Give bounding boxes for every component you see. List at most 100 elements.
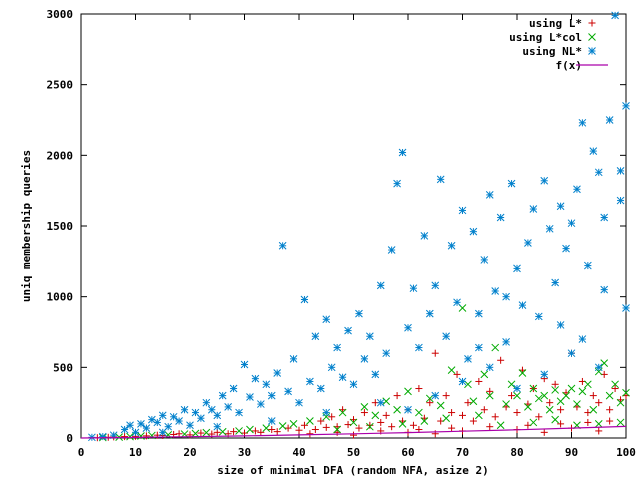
- data-point: [567, 349, 576, 358]
- data-point: [442, 414, 451, 423]
- data-point: [480, 370, 489, 379]
- x-tick-label: 80: [510, 446, 523, 459]
- data-point: [333, 343, 342, 352]
- data-point: [567, 219, 576, 228]
- data-point: [589, 405, 598, 414]
- y-tick-label: 1500: [47, 220, 74, 233]
- data-point: [496, 213, 505, 222]
- data-point: [197, 414, 205, 423]
- y-tick-label: 3000: [47, 8, 74, 21]
- data-point: [556, 321, 565, 329]
- data-point: [616, 196, 625, 205]
- y-tick-label: 2500: [47, 79, 74, 92]
- data-point: [306, 430, 314, 438]
- data-point: [491, 343, 500, 352]
- data-point: [349, 418, 358, 427]
- data-point: [442, 392, 450, 400]
- data-point: [322, 408, 331, 417]
- data-point: [616, 418, 625, 427]
- y-tick-label: 1000: [47, 291, 74, 304]
- data-point: [616, 167, 625, 175]
- data-point: [502, 400, 510, 408]
- data-point: [393, 405, 401, 414]
- data-point: [98, 432, 107, 441]
- data-point: [256, 400, 265, 408]
- data-point: [251, 374, 260, 383]
- data-point: [469, 227, 478, 236]
- data-point: [213, 411, 222, 420]
- data-point: [235, 427, 243, 435]
- data-point: [404, 405, 412, 414]
- legend-item: using L*: [529, 17, 596, 30]
- data-point: [328, 413, 336, 421]
- data-point: [235, 408, 243, 417]
- data-point: [126, 421, 134, 430]
- data-point: [316, 384, 325, 393]
- data-point: [224, 403, 233, 411]
- x-tick-label: 10: [129, 446, 142, 459]
- data-point: [137, 420, 145, 428]
- data-point: [371, 411, 380, 420]
- data-point: [420, 417, 429, 425]
- data-point: [121, 433, 129, 441]
- data-point: [431, 349, 439, 357]
- legend-swatch: [588, 47, 596, 55]
- data-point: [404, 323, 412, 332]
- data-point: [344, 421, 352, 429]
- data-point: [605, 116, 614, 124]
- data-point: [551, 278, 560, 287]
- data-point: [120, 425, 129, 434]
- data-point: [289, 354, 298, 363]
- data-point: [409, 421, 417, 429]
- data-point: [175, 430, 183, 438]
- data-point: [398, 148, 407, 157]
- legend-swatch: [588, 19, 596, 27]
- data-point: [431, 281, 440, 290]
- data-point: [611, 11, 619, 20]
- data-point: [278, 241, 287, 250]
- data-point: [513, 264, 521, 273]
- data-point: [180, 405, 189, 414]
- data-point: [551, 415, 560, 424]
- data-point: [142, 424, 151, 432]
- data-point: [529, 418, 538, 427]
- data-point: [420, 232, 429, 240]
- data-point: [513, 409, 521, 417]
- x-tick-label: 20: [183, 446, 196, 459]
- data-point: [589, 392, 597, 400]
- data-point: [600, 285, 609, 294]
- legend-item: using NL*: [522, 45, 596, 58]
- data-point: [300, 295, 309, 304]
- data-point: [464, 354, 472, 363]
- data-point: [534, 394, 543, 403]
- data-point: [605, 391, 614, 400]
- data-point: [546, 399, 554, 407]
- data-point: [186, 421, 194, 430]
- series-using-l-: [93, 349, 630, 442]
- series-f-x-: [80, 425, 627, 439]
- data-point: [436, 401, 445, 410]
- data-point: [583, 261, 592, 270]
- series-using-nl-: [88, 11, 630, 442]
- data-point: [464, 399, 472, 407]
- data-point: [578, 335, 587, 343]
- data-point: [611, 385, 619, 393]
- data-point: [436, 175, 445, 184]
- data-point: [622, 304, 630, 312]
- data-point: [338, 373, 347, 382]
- data-point: [584, 418, 592, 426]
- data-point: [377, 418, 385, 426]
- data-point: [213, 422, 222, 431]
- data-point: [453, 370, 461, 378]
- data-point: [388, 423, 396, 431]
- data-point: [415, 343, 423, 352]
- data-point: [398, 420, 407, 428]
- data-point: [551, 380, 559, 388]
- data-point: [502, 338, 510, 346]
- data-point: [594, 363, 603, 372]
- data-point: [589, 147, 598, 155]
- data-point: [447, 241, 456, 250]
- data-point: [453, 298, 461, 307]
